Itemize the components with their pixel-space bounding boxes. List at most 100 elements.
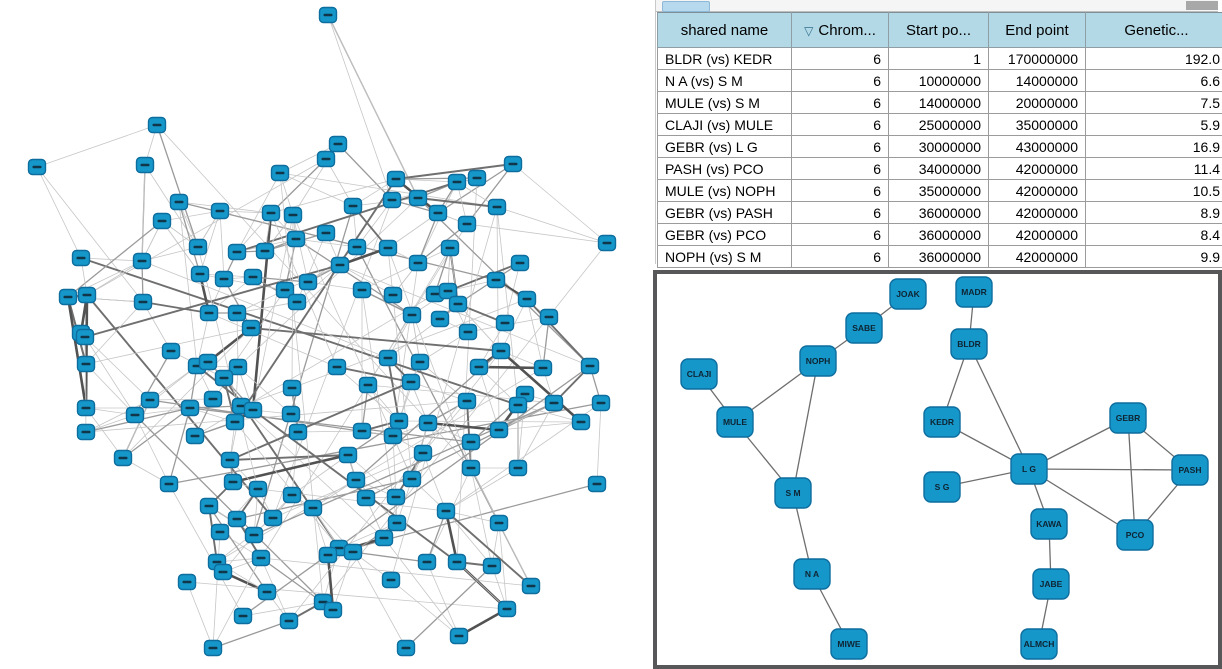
- network-node-kedr[interactable]: [923, 406, 961, 438]
- table-cell[interactable]: GEBR (vs) L G: [657, 135, 792, 158]
- table-row[interactable]: N A (vs) S M 6 10000000 14000000 6.6: [657, 69, 1222, 92]
- table-cell[interactable]: 16.9: [1085, 135, 1222, 158]
- network-node-l-g[interactable]: [1010, 453, 1048, 485]
- table-row[interactable]: MULE (vs) S M 6 14000000 20000000 7.5: [657, 91, 1222, 114]
- network-node-noph[interactable]: [799, 345, 837, 377]
- table-cell[interactable]: 35000000: [888, 179, 989, 202]
- table-cell[interactable]: MULE (vs) NOPH: [657, 179, 792, 202]
- table-cell[interactable]: 6: [791, 223, 889, 246]
- column-header-shared-name[interactable]: shared name: [657, 12, 792, 48]
- table-cell[interactable]: 7.5: [1085, 91, 1222, 114]
- horizontal-scrollbar[interactable]: [656, 0, 1218, 12]
- table-cell[interactable]: GEBR (vs) PCO: [657, 223, 792, 246]
- column-header-start-po---[interactable]: Start po...: [888, 12, 989, 48]
- table-cell[interactable]: 6: [791, 47, 889, 70]
- node-label-mark: [80, 335, 90, 339]
- node-label: S G: [935, 482, 950, 492]
- filter-icon[interactable]: ▽: [804, 23, 814, 38]
- table-cell[interactable]: 42000000: [988, 201, 1086, 224]
- table-cell[interactable]: 5.9: [1085, 113, 1222, 136]
- table-row[interactable]: NOPH (vs) S M 6 36000000 42000000 9.9: [657, 245, 1222, 268]
- table-cell[interactable]: 170000000: [988, 47, 1086, 70]
- table-row[interactable]: BLDR (vs) KEDR 6 1 170000000 192.0: [657, 47, 1222, 70]
- table-cell[interactable]: 14000000: [988, 69, 1086, 92]
- table-row[interactable]: PASH (vs) PCO 6 34000000 42000000 11.4: [657, 157, 1222, 180]
- network-edge[interactable]: [1028, 468, 1191, 471]
- column-header-chrom---[interactable]: ▽ Chrom...: [791, 12, 889, 48]
- table-cell[interactable]: 8.9: [1085, 201, 1222, 224]
- network-node-s-m[interactable]: [774, 477, 812, 509]
- table-cell[interactable]: 20000000: [988, 91, 1086, 114]
- network-node-claji[interactable]: [680, 358, 718, 390]
- large-network-view[interactable]: [0, 0, 655, 669]
- table-cell[interactable]: 6: [791, 179, 889, 202]
- table-cell[interactable]: 35000000: [988, 113, 1086, 136]
- network-node-pash[interactable]: [1171, 454, 1209, 486]
- small-network-view[interactable]: JOAK SABE NOPH CLAJI MULE S M N A MIWE MADR BLDR K…: [657, 274, 1218, 665]
- table-cell[interactable]: 1: [888, 47, 989, 70]
- table-cell[interactable]: BLDR (vs) KEDR: [657, 47, 792, 70]
- network-node-almch[interactable]: [1020, 628, 1058, 660]
- network-node-bldr[interactable]: [950, 328, 988, 360]
- table-cell[interactable]: 6: [791, 157, 889, 180]
- table-row[interactable]: GEBR (vs) PCO 6 36000000 42000000 8.4: [657, 223, 1222, 246]
- table-cell[interactable]: 25000000: [888, 113, 989, 136]
- table-cell[interactable]: 6: [791, 69, 889, 92]
- network-node-joak[interactable]: [889, 278, 927, 310]
- table-cell[interactable]: PASH (vs) PCO: [657, 157, 792, 180]
- table-cell[interactable]: NOPH (vs) S M: [657, 245, 792, 268]
- table-cell[interactable]: 10.5: [1085, 179, 1222, 202]
- column-header-end-point[interactable]: End point: [988, 12, 1086, 48]
- network-node-pco[interactable]: [1116, 519, 1154, 551]
- table-cell[interactable]: CLAJI (vs) MULE: [657, 113, 792, 136]
- network-edge: [498, 421, 582, 431]
- network-node-sabe[interactable]: [845, 312, 883, 344]
- node-label-mark: [303, 280, 313, 284]
- network-edge[interactable]: [968, 343, 1030, 470]
- network-node-miwe[interactable]: [830, 628, 868, 660]
- network-node-jabe[interactable]: [1032, 568, 1070, 600]
- network-node-madr[interactable]: [955, 276, 993, 308]
- table-cell[interactable]: 43000000: [988, 135, 1086, 158]
- scrollbar-thumb[interactable]: [662, 1, 710, 12]
- table-row[interactable]: MULE (vs) NOPH 6 35000000 42000000 10.5: [657, 179, 1222, 202]
- table-cell[interactable]: 6: [791, 113, 889, 136]
- table-cell[interactable]: 10000000: [888, 69, 989, 92]
- table-cell[interactable]: 11.4: [1085, 157, 1222, 180]
- table-cell[interactable]: GEBR (vs) PASH: [657, 201, 792, 224]
- network-node-kawa[interactable]: [1030, 508, 1068, 540]
- network-node-gebr[interactable]: [1109, 402, 1147, 434]
- node-label-mark: [392, 521, 402, 525]
- table-cell[interactable]: 6: [791, 245, 889, 268]
- table-cell[interactable]: 6: [791, 91, 889, 114]
- column-header-genetic---[interactable]: Genetic...: [1085, 12, 1222, 48]
- table-cell[interactable]: N A (vs) S M: [657, 69, 792, 92]
- table-row[interactable]: GEBR (vs) L G 6 30000000 43000000 16.9: [657, 135, 1222, 158]
- table-cell[interactable]: 34000000: [888, 157, 989, 180]
- network-node-n-a[interactable]: [793, 558, 831, 590]
- table-cell[interactable]: 14000000: [888, 91, 989, 114]
- table-cell[interactable]: 9.9: [1085, 245, 1222, 268]
- network-edge[interactable]: [1127, 417, 1136, 536]
- table-cell[interactable]: 36000000: [888, 245, 989, 268]
- table-cell[interactable]: 6: [791, 201, 889, 224]
- network-edge: [517, 404, 582, 423]
- table-row[interactable]: CLAJI (vs) MULE 6 25000000 35000000 5.9: [657, 113, 1222, 136]
- table-cell[interactable]: 192.0: [1085, 47, 1222, 70]
- table-cell[interactable]: 6: [791, 135, 889, 158]
- table-cell[interactable]: 42000000: [988, 179, 1086, 202]
- table-cell[interactable]: 30000000: [888, 135, 989, 158]
- table-cell[interactable]: MULE (vs) S M: [657, 91, 792, 114]
- table-cell[interactable]: 36000000: [888, 201, 989, 224]
- network-node-s-g[interactable]: [923, 471, 961, 503]
- table-cell[interactable]: 8.4: [1085, 223, 1222, 246]
- table-cell[interactable]: 42000000: [988, 157, 1086, 180]
- edge-attribute-table: shared name ▽ Chrom... Start po... End point…: [657, 12, 1222, 268]
- table-cell[interactable]: 6.6: [1085, 69, 1222, 92]
- network-edge[interactable]: [792, 360, 819, 494]
- table-cell[interactable]: 42000000: [988, 245, 1086, 268]
- table-cell[interactable]: 42000000: [988, 223, 1086, 246]
- table-cell[interactable]: 36000000: [888, 223, 989, 246]
- network-node-mule[interactable]: [716, 406, 754, 438]
- table-row[interactable]: GEBR (vs) PASH 6 36000000 42000000 8.9: [657, 201, 1222, 224]
